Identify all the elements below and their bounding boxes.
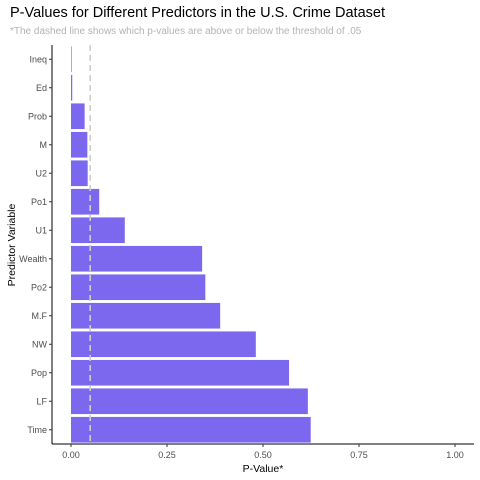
- y-tick-label: M: [40, 140, 48, 150]
- y-tick-label: Pop: [31, 368, 47, 378]
- y-tick-label: LF: [36, 396, 47, 406]
- x-tick-label: 0.75: [350, 450, 368, 460]
- bar-u2: [71, 160, 88, 187]
- x-axis-title: P-Value*: [243, 463, 284, 475]
- y-axis: Ineq Ed Prob M U2 Po1 U1 Wealth Po2 M.F NW Pop LF Tim…: [19, 45, 53, 444]
- bar-lf: [71, 388, 308, 415]
- bar-prob: [71, 103, 85, 130]
- y-tick-label: Po2: [31, 282, 47, 292]
- bar-po1: [71, 188, 100, 215]
- chart-subtitle: *The dashed line shows which p-values ar…: [10, 26, 362, 37]
- y-tick-label: U2: [35, 168, 47, 178]
- bar-pop: [71, 359, 290, 386]
- x-tick-label: 0.25: [158, 450, 176, 460]
- bar-nw: [71, 331, 256, 358]
- y-tick-label: U1: [35, 225, 47, 235]
- chart-title: P-Values for Different Predictors in the…: [10, 5, 385, 21]
- bar-m-f: [71, 302, 221, 329]
- bar-wealth: [71, 245, 203, 272]
- x-axis: 0.00 0.25 0.50 0.75 1.00: [52, 443, 474, 460]
- y-axis-title: Predictor Variable: [6, 204, 18, 287]
- bar-ed: [71, 74, 73, 101]
- bar-time: [71, 416, 311, 443]
- y-tick-label: M.F: [32, 311, 48, 321]
- bars-group: [71, 46, 311, 443]
- y-tick-label: Wealth: [19, 254, 47, 264]
- x-tick-label: 1.00: [446, 450, 464, 460]
- y-tick-label: Ed: [36, 83, 47, 93]
- x-tick-label: 0.00: [62, 450, 80, 460]
- bar-ineq: [71, 46, 72, 73]
- bar-m: [71, 131, 88, 158]
- y-tick-label: Po1: [31, 197, 47, 207]
- y-tick-label: Ineq: [29, 54, 47, 64]
- y-tick-label: NW: [32, 339, 47, 349]
- x-tick-label: 0.50: [254, 450, 272, 460]
- y-tick-label: Prob: [28, 111, 47, 121]
- bar-po2: [71, 274, 206, 301]
- y-tick-label: Time: [27, 425, 47, 435]
- bar-u1: [71, 217, 125, 244]
